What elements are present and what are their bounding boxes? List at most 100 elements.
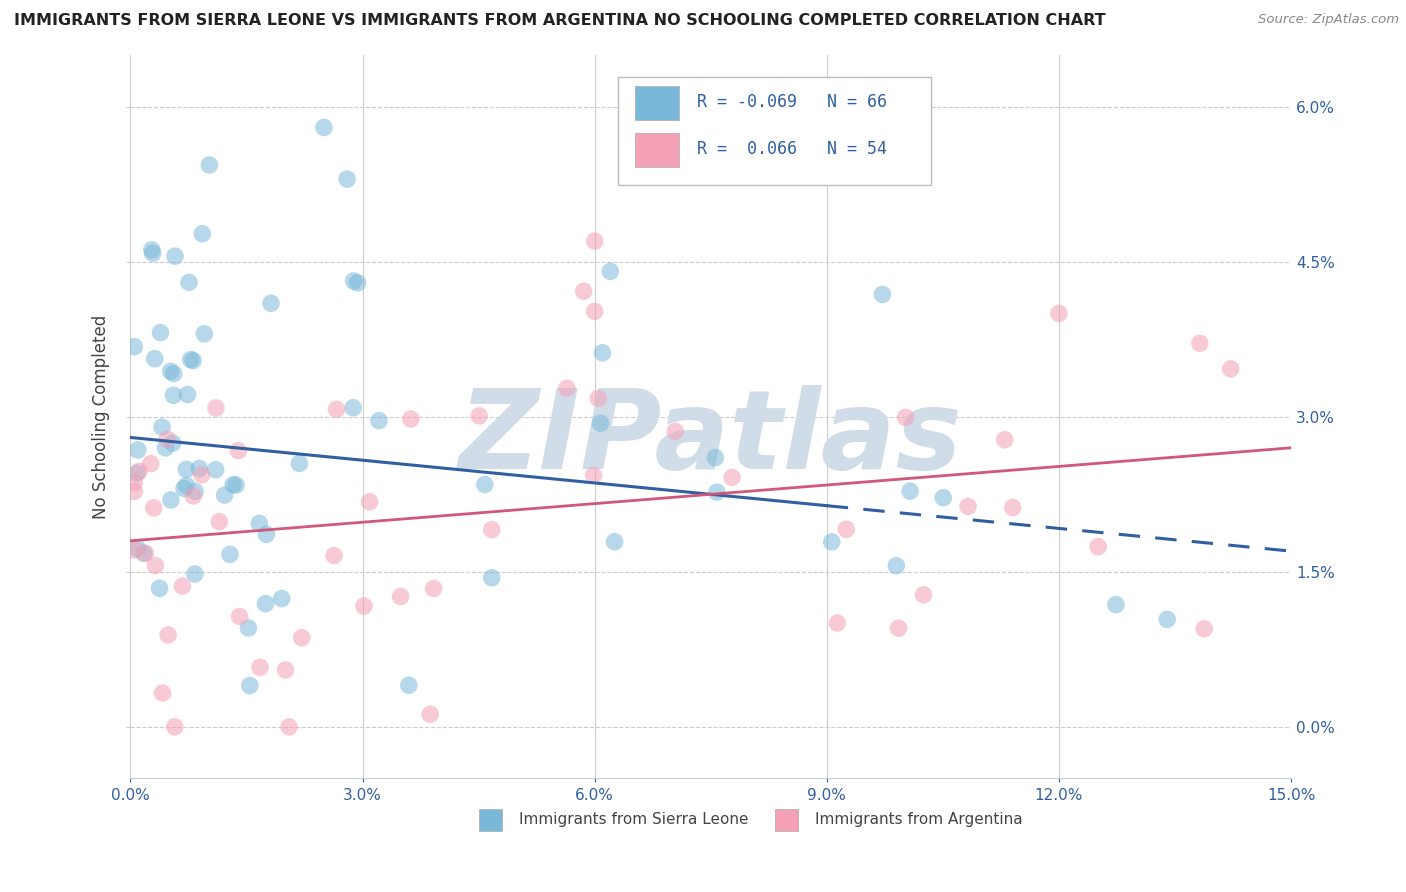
Point [1156,612,1178,626]
Point [176,387,198,401]
Point [827,615,849,630]
Point [323,549,346,563]
Point [177,276,200,290]
Point [994,433,1017,447]
Point [205,401,228,415]
Point [184,566,207,581]
Point [134,546,156,560]
Point [872,287,894,301]
Point [149,326,172,340]
Point [1219,362,1241,376]
Point [124,542,146,557]
Point [184,484,207,499]
Point [1188,336,1211,351]
Point [1105,598,1128,612]
Point [139,457,162,471]
Point [603,534,626,549]
Point [160,492,183,507]
Point [124,484,146,499]
Point [132,546,155,560]
Point [247,516,270,531]
Point [368,414,391,428]
Point [359,495,381,509]
Point [956,500,979,514]
Text: R = -0.069   N = 66: R = -0.069 N = 66 [697,93,887,112]
Point [127,442,149,457]
Point [398,678,420,692]
Point [162,436,184,450]
Point [219,548,242,562]
Point [572,284,595,298]
Point [239,679,262,693]
Point [260,296,283,310]
Point [208,515,231,529]
Y-axis label: No Schooling Completed: No Schooling Completed [93,315,110,519]
Point [278,720,301,734]
Point [288,457,311,471]
Point [588,392,610,406]
Point [190,467,212,482]
Point [399,412,422,426]
Point [389,590,412,604]
Point [163,249,186,263]
Point [254,527,277,541]
FancyBboxPatch shape [478,809,502,830]
Point [270,591,292,606]
Point [238,621,260,635]
Point [583,234,606,248]
Point [191,227,214,241]
Point [419,707,441,722]
Point [312,120,335,135]
Point [249,660,271,674]
Point [225,478,247,492]
Point [204,463,226,477]
Point [887,621,910,635]
Point [325,402,347,417]
Point [143,351,166,366]
Point [481,523,503,537]
Point [583,304,606,318]
Point [291,631,314,645]
Point [155,441,177,455]
Point [343,274,366,288]
Point [582,468,605,483]
Point [143,558,166,573]
Point [932,491,955,505]
Point [152,686,174,700]
Point [188,461,211,475]
FancyBboxPatch shape [636,133,679,168]
Point [159,364,181,378]
Point [163,367,186,381]
Point [163,720,186,734]
Point [142,246,165,260]
Point [894,410,917,425]
Point [721,470,744,484]
Text: ZIPatlas: ZIPatlas [458,385,963,492]
Point [422,582,444,596]
Point [555,381,578,395]
Text: Source: ZipAtlas.com: Source: ZipAtlas.com [1258,13,1399,27]
Point [181,489,204,503]
Point [157,628,180,642]
FancyBboxPatch shape [617,77,931,186]
FancyBboxPatch shape [775,809,797,830]
Point [704,450,727,465]
Point [274,663,297,677]
Point [353,599,375,613]
Point [142,500,165,515]
Text: R =  0.066   N = 54: R = 0.066 N = 54 [697,140,887,158]
Point [599,264,621,278]
Point [176,462,198,476]
Point [128,464,150,478]
Point [125,466,148,480]
Point [474,477,496,491]
Point [141,243,163,257]
Point [228,443,250,458]
Point [124,475,146,490]
Point [342,401,364,415]
Point [214,488,236,502]
FancyBboxPatch shape [636,86,679,120]
Point [173,482,195,496]
Point [336,172,359,186]
Point [172,579,194,593]
